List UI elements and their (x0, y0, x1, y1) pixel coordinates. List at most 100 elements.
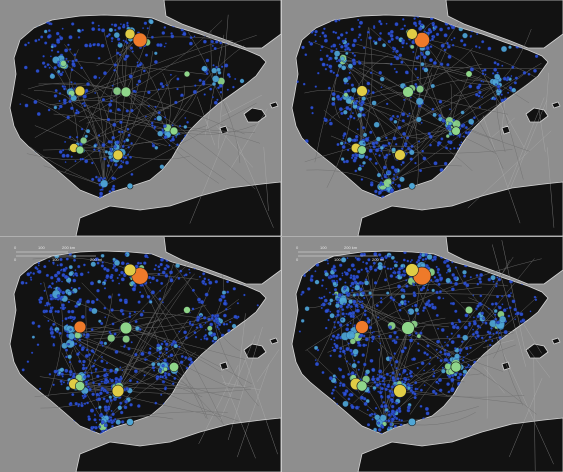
map-point (44, 309, 49, 314)
map-point (213, 100, 218, 105)
map-point (180, 93, 184, 97)
map-point (193, 331, 197, 335)
map-point (496, 62, 500, 67)
map-point (133, 283, 137, 288)
city-marker[interactable] (414, 32, 430, 48)
map-panel-1[interactable] (0, 0, 281, 236)
city-marker[interactable] (401, 321, 415, 335)
city-marker[interactable] (465, 70, 473, 78)
map-point (342, 109, 348, 115)
map-point (112, 86, 122, 96)
map-point (403, 302, 407, 306)
map-point (156, 343, 161, 348)
map-point (439, 27, 444, 32)
map-point (153, 60, 158, 64)
map-point (368, 36, 372, 40)
map-point (336, 309, 340, 314)
city-marker[interactable] (356, 85, 368, 97)
map-point (47, 108, 51, 112)
map-point (459, 39, 464, 43)
city-marker[interactable] (408, 182, 416, 190)
map-point (379, 342, 382, 345)
map-point (46, 63, 50, 67)
city-marker[interactable] (119, 321, 133, 335)
map-point (103, 405, 108, 410)
map-point (383, 383, 386, 386)
city-marker[interactable] (74, 380, 86, 392)
map-point (344, 141, 347, 145)
city-marker[interactable] (73, 320, 87, 334)
map-point (86, 385, 90, 389)
map-point (411, 305, 414, 308)
city-marker[interactable] (183, 70, 191, 78)
city-marker[interactable] (356, 380, 368, 392)
map-point (387, 419, 391, 423)
city-marker[interactable] (123, 263, 137, 277)
city-marker[interactable] (407, 417, 417, 427)
city-marker[interactable] (183, 306, 191, 314)
city-marker[interactable] (357, 145, 367, 155)
map-point (71, 62, 76, 67)
map-point (182, 32, 187, 37)
map-point (97, 178, 101, 183)
map-point (350, 281, 355, 286)
city-marker[interactable] (74, 85, 86, 97)
map-point (136, 380, 139, 384)
map-point (139, 291, 142, 294)
map-point (376, 373, 379, 376)
map-point (462, 334, 469, 341)
city-marker[interactable] (112, 149, 124, 161)
map-point (161, 301, 164, 304)
sea-routes (467, 51, 555, 228)
city-marker[interactable] (464, 305, 474, 315)
city-marker[interactable] (120, 86, 132, 98)
city-marker[interactable] (450, 361, 462, 373)
map-point (360, 38, 363, 41)
map-point (105, 399, 110, 404)
map-point (351, 52, 355, 55)
map-point (380, 394, 383, 398)
city-marker[interactable] (124, 28, 136, 40)
map-point (82, 94, 87, 99)
city-marker[interactable] (355, 320, 369, 334)
map-point (212, 335, 218, 341)
map-point (94, 414, 96, 417)
map-point (329, 118, 332, 122)
map-point (110, 23, 114, 26)
city-marker[interactable] (126, 182, 134, 190)
city-marker[interactable] (75, 145, 85, 155)
map-point (156, 357, 159, 361)
map-point (91, 21, 95, 25)
city-marker[interactable] (111, 384, 125, 398)
map-point (464, 313, 469, 318)
city-marker[interactable] (406, 28, 418, 40)
map-point (408, 371, 412, 375)
map-point (127, 347, 131, 351)
map-point (355, 292, 360, 297)
map-point (342, 137, 345, 140)
map-point (62, 267, 66, 272)
map-point (111, 322, 115, 326)
city-marker[interactable] (126, 418, 134, 426)
city-marker[interactable] (132, 32, 148, 48)
city-marker[interactable] (402, 86, 414, 98)
map-panel-3[interactable]: 0 100 200 km 0 100 200 mi (0, 236, 281, 472)
map-point (27, 41, 30, 45)
map-point (153, 117, 157, 121)
map-point (358, 106, 364, 112)
map-point (121, 161, 125, 164)
map-point (347, 63, 353, 69)
city-marker[interactable] (405, 263, 419, 277)
map-point (418, 26, 423, 31)
city-marker[interactable] (394, 149, 406, 161)
map-panel-4[interactable]: 0 100 200 km 0 100 200 mi (282, 236, 563, 472)
city-marker[interactable] (393, 384, 407, 398)
map-point (357, 368, 360, 371)
city-marker[interactable] (169, 126, 179, 136)
map-panel-2[interactable] (282, 0, 563, 236)
map-point (113, 23, 118, 28)
map-point (58, 107, 61, 110)
city-marker[interactable] (168, 361, 180, 373)
city-marker[interactable] (451, 126, 461, 136)
map-point (346, 88, 351, 93)
